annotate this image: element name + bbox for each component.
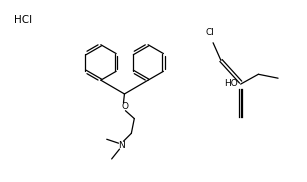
Text: HO: HO bbox=[224, 79, 238, 88]
Text: Cl: Cl bbox=[205, 28, 214, 37]
Text: N: N bbox=[118, 141, 125, 150]
Text: O: O bbox=[122, 102, 129, 111]
Text: HCl: HCl bbox=[14, 15, 32, 25]
